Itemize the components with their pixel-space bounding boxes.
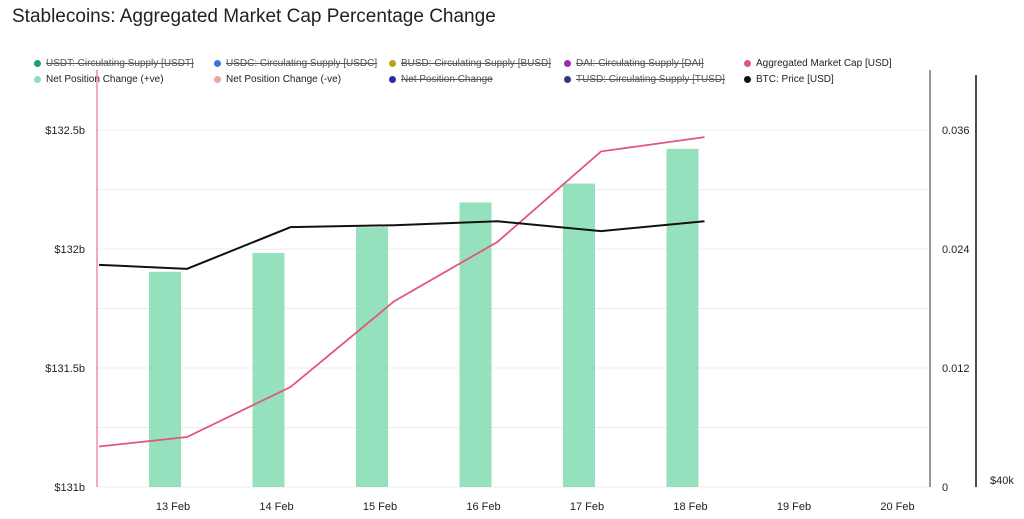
legend-dot-icon [564,76,571,83]
legend-label: Aggregated Market Cap [USD] [756,58,892,69]
legend-item[interactable]: BTC: Price [USD] [744,74,834,85]
legend-dot-icon [389,60,396,67]
series-line [98,220,705,270]
legend-item[interactable]: DAI: Circulating Supply [DAI] [564,58,704,69]
legend-label: BTC: Price [USD] [756,74,834,85]
x-tick-label: 13 Feb [156,501,190,513]
left-tick-label: $132b [54,244,85,256]
legend-item[interactable]: USDC: Circulating Supply [USDC] [214,58,377,69]
x-tick-label: 14 Feb [259,501,293,513]
right-tick-label: 0.024 [942,244,970,256]
legend-dot-icon [744,60,751,67]
legend-label: TUSD: Circulating Supply [TUSD] [576,74,725,85]
grid-lines [97,129,930,488]
legend-item[interactable]: Aggregated Market Cap [USD] [744,58,892,69]
chart-legend: USDT: Circulating Supply [USDT] USDC: Cir… [34,58,914,92]
legend-label: Net Position Change (-ve) [226,74,342,85]
chart-title: Stablecoins: Aggregated Market Cap Perce… [12,6,496,27]
legend-dot-icon [34,60,41,67]
bar [666,148,699,487]
x-tick-label: 19 Feb [777,501,811,513]
right-tick-label: 0.012 [942,363,970,375]
x-tick-label: 20 Feb [880,501,914,513]
bar [563,183,595,488]
left-tick-label: $132.5b [45,125,85,137]
left-tick-label: $131.5b [45,363,85,375]
legend-label: BUSD: Circulating Supply [BUSD] [401,58,552,69]
right-tick-label: 0 [942,482,948,494]
left-tick-label: $131b [54,482,85,494]
legend-item[interactable]: TUSD: Circulating Supply [TUSD] [564,74,725,85]
far-right-tick-label: $40k [990,475,1014,487]
legend-dot-icon [564,60,571,67]
legend-dot-icon [389,76,396,83]
legend-item[interactable]: USDT: Circulating Supply [USDT] [34,58,194,69]
bar [149,271,181,487]
tick-labels: $132.5b $132b $131.5b $131b 0.036 0.024 0.012 0… [45,125,1014,513]
legend-label: Net Position Change [401,74,493,85]
line-series [98,136,705,448]
series-line [98,136,705,448]
legend-dot-icon [744,76,751,83]
legend-item[interactable]: Net Position Change (+ve) [34,74,164,85]
legend-item[interactable]: BUSD: Circulating Supply [BUSD] [389,58,551,69]
bar [356,227,388,487]
legend-dot-icon [214,60,221,67]
x-tick-label: 15 Feb [363,501,397,513]
legend-item[interactable]: Net Position Change [389,74,493,85]
legend-dot-icon [214,76,221,83]
legend-label: USDC: Circulating Supply [USDC] [226,58,378,69]
x-tick-label: 16 Feb [466,501,500,513]
legend-dot-icon [34,76,41,83]
x-tick-label: 18 Feb [673,501,707,513]
x-tick-label: 17 Feb [570,501,604,513]
legend-label: DAI: Circulating Supply [DAI] [576,58,704,69]
bar-series [149,148,699,488]
legend-item[interactable]: Net Position Change (-ve) [214,74,341,85]
bar [459,202,492,487]
legend-label: Net Position Change (+ve) [46,74,164,85]
legend-label: USDT: Circulating Supply [USDT] [46,58,194,69]
right-tick-label: 0.036 [942,125,970,137]
axes [96,70,977,487]
bar [252,252,285,487]
